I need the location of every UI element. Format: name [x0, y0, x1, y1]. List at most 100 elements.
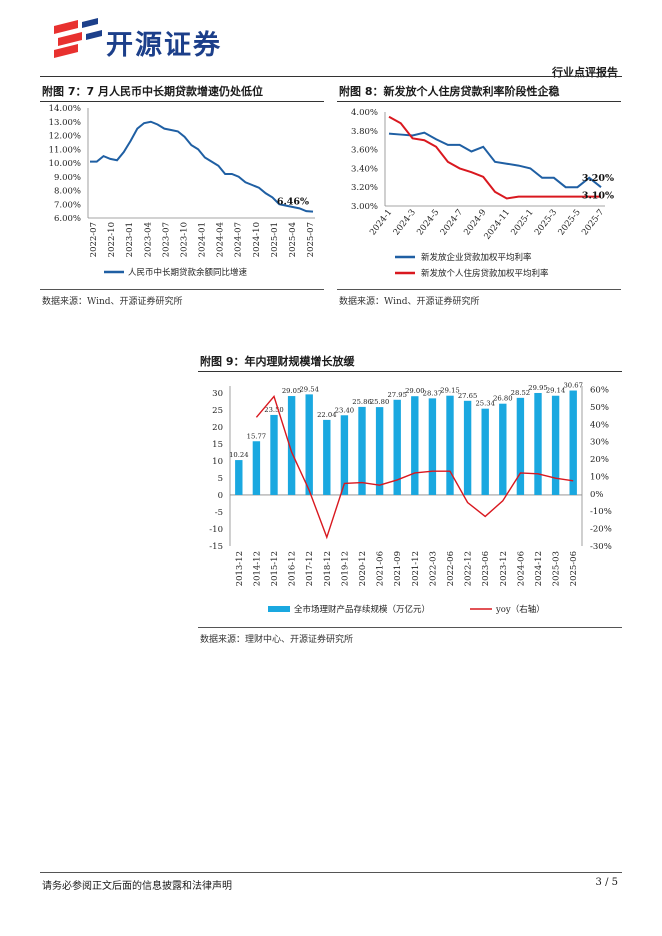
bar-data-label: 29.05: [282, 387, 301, 395]
y-left-tick-label: -5: [215, 508, 223, 518]
x-tick-label: 2024-04: [216, 222, 226, 257]
x-tick-label: 2022-03: [428, 551, 438, 586]
bar-data-label: 29.14: [546, 387, 565, 395]
y-right-tick-label: 60%: [590, 385, 609, 395]
figure-8-top-rule: [337, 101, 621, 102]
x-tick-label: 2024-3: [392, 208, 418, 238]
x-tick-label: 2023-04: [143, 222, 153, 257]
x-tick-label: 2024-10: [252, 222, 262, 257]
y-tick-label: 9.00%: [54, 173, 81, 183]
x-tick-label: 2025-01: [270, 222, 280, 257]
y-tick-label: 12.00%: [49, 132, 81, 142]
x-tick-label: 2021-12: [411, 551, 421, 586]
y-left-tick-label: 20: [212, 423, 223, 433]
bar-aum: [340, 415, 349, 495]
bar-data-label: 25.86: [352, 398, 371, 406]
bar-aum: [358, 406, 366, 495]
legend-label-loan-growth: 人民币中长期贷款余额同比增速: [128, 267, 248, 278]
x-tick-label: 2022-10: [107, 222, 117, 257]
bar-aum: [446, 395, 454, 495]
brand-logo-icon: [54, 18, 102, 58]
y-tick-label: 3.00%: [351, 202, 378, 212]
bar-aum: [481, 408, 489, 495]
x-tick-label: 2025-07: [306, 222, 316, 257]
y-right-tick-label: -30%: [590, 542, 612, 552]
bar-aum: [287, 396, 296, 495]
x-tick-label: 2025-7: [580, 208, 606, 238]
x-tick-label: 2023-10: [179, 222, 189, 257]
series-line-mortgage-rate: [388, 115, 601, 200]
y-right-tick-label: 10%: [590, 472, 609, 482]
bar-data-label: 29.15: [440, 387, 459, 395]
footer-disclaimer: 请务必参阅正文后面的信息披露和法律声明: [42, 881, 232, 892]
bar-data-label: 15.77: [247, 432, 266, 440]
y-tick-label: 3.40%: [351, 164, 378, 174]
y-tick-label: 11.00%: [49, 145, 81, 155]
x-tick-label: 2025-5: [557, 208, 583, 238]
y-tick-label: 8.00%: [54, 187, 81, 197]
page-number: 3 / 5: [595, 877, 618, 888]
y-tick-label: 6.00%: [54, 214, 81, 224]
y-tick-label: 10.00%: [49, 159, 81, 169]
y-right-tick-label: -20%: [590, 525, 612, 535]
x-tick-label: 2024-12: [534, 551, 544, 586]
bar-data-label: 26.80: [493, 395, 512, 403]
bar-data-label: 29.95: [528, 384, 547, 392]
bar-data-label: 25.80: [370, 398, 389, 406]
bar-aum: [569, 390, 577, 495]
bar-data-label: 28.52: [511, 389, 530, 397]
y-tick-label: 7.00%: [54, 200, 81, 210]
bar-aum: [516, 397, 525, 495]
x-tick-label: 2020-12: [358, 551, 368, 586]
y-left-tick-label: 30: [212, 389, 223, 399]
series-line-yoy: [255, 395, 574, 540]
y-tick-label: 13.00%: [49, 118, 81, 128]
x-tick-label: 2014-12: [252, 551, 262, 586]
legend-label-aum: 全市场理财产品存续规模（万亿元）: [294, 604, 430, 615]
y-left-tick-label: 0: [218, 491, 223, 501]
figure-8-source: 数据来源：Wind、开源证券研究所: [339, 297, 480, 307]
y-left-tick-label: -15: [209, 542, 223, 552]
series-line-loan-growth: [90, 120, 314, 213]
x-tick-label: 2025-06: [569, 551, 579, 586]
figure-9-bottom-rule: [198, 627, 622, 628]
series-line-corporate-rate: [388, 131, 602, 189]
x-tick-label: 2024-01: [198, 222, 208, 257]
bar-aum: [252, 441, 261, 495]
header-divider: [40, 76, 622, 77]
brand-name: 开源证券: [106, 30, 222, 61]
y-right-tick-label: 40%: [590, 420, 609, 430]
figure-7-chart: 6.00% 7.00% 8.00% 9.00% 10.00% 11.00% 12.00% 13…: [40, 102, 326, 288]
y-left-tick-label: 25: [212, 406, 223, 416]
x-tick-label: 2013-12: [235, 551, 245, 586]
y-tick-label: 4.00%: [351, 108, 378, 118]
figure-9-source: 数据来源：理财中心、开源证券研究所: [200, 635, 354, 645]
bar-aum: [323, 419, 331, 495]
x-tick-label: 2025-3: [533, 208, 559, 238]
x-tick-label: 2021-06: [376, 551, 386, 586]
figure-7-source: 数据来源：Wind、开源证券研究所: [42, 297, 183, 307]
figure-8-bottom-rule: [337, 289, 621, 290]
x-tick-label: 2019-12: [340, 551, 350, 586]
y-left-tick-label: 15: [212, 440, 223, 450]
bar-data-label: 25.34: [475, 400, 494, 408]
y-left-tick-label: 5: [218, 474, 223, 484]
x-tick-label: 2024-5: [415, 208, 441, 238]
bar-data-label: 27.65: [458, 392, 477, 400]
x-tick-label: 2023-06: [481, 551, 491, 586]
bar-aum: [534, 392, 542, 495]
x-tick-label: 2016-12: [288, 551, 298, 586]
legend-swatch-aum: [268, 606, 290, 612]
x-tick-label: 2022-06: [446, 551, 456, 586]
x-tick-label: 2024-07: [234, 222, 244, 257]
x-tick-label: 2018-12: [323, 551, 333, 586]
footer-divider: [40, 872, 622, 873]
bar-data-label: 29.54: [299, 385, 318, 393]
x-tick-label: 2015-12: [270, 551, 280, 586]
bar-data-label: 23.50: [264, 406, 283, 414]
bar-aum: [305, 394, 313, 495]
legend-label-yoy: yoy（右轴）: [495, 604, 545, 615]
x-tick-label: 2023-01: [125, 222, 135, 257]
bar-data-label: 10.24: [229, 451, 248, 459]
figure-9-chart: -15 -10 -5 0 5 10 15 20 25 30 -30% -20% -10% 0% 10% 20%…: [198, 372, 624, 626]
